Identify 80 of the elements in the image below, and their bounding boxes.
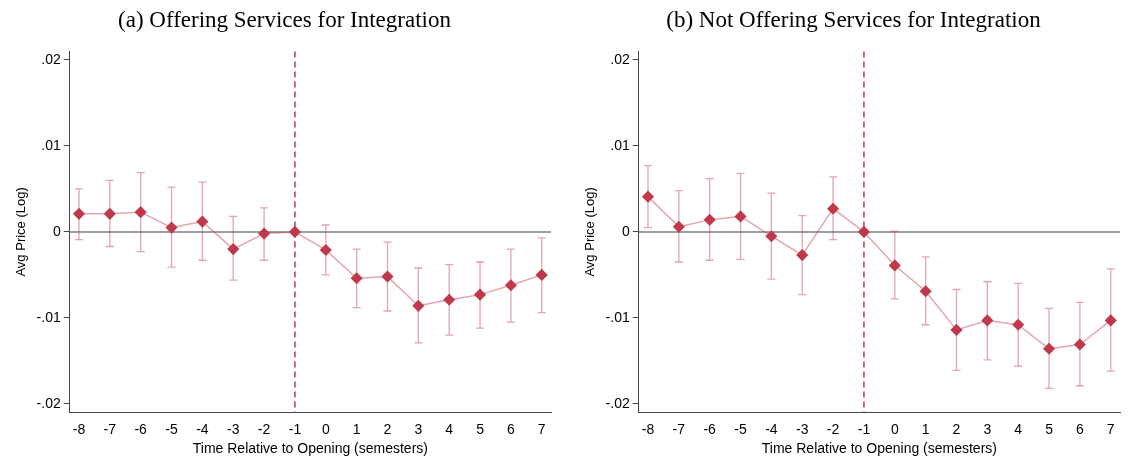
- y-tick-label: .01: [41, 136, 61, 153]
- point: [950, 324, 963, 336]
- x-tick-label: 5: [476, 420, 485, 437]
- x-tick-label: -6: [134, 420, 148, 437]
- point: [827, 202, 839, 215]
- x-tick-label: 5: [1045, 420, 1054, 437]
- y-tick-label: -.01: [605, 308, 630, 325]
- x-tick-label: 0: [890, 420, 899, 437]
- point: [889, 259, 901, 272]
- point: [642, 190, 654, 203]
- x-tick-label: 1: [352, 420, 361, 437]
- y-tick-label: .02: [610, 50, 630, 67]
- y-tick-label: .01: [610, 136, 630, 153]
- x-tick-label: -5: [734, 420, 747, 437]
- point: [673, 220, 685, 233]
- point: [536, 269, 548, 281]
- point: [1074, 338, 1086, 351]
- x-axis-title: Time Relative to Opening (semesters): [761, 440, 997, 457]
- x-tick-label: 4: [445, 420, 454, 437]
- point: [196, 215, 209, 228]
- x-tick-label: -4: [765, 420, 778, 437]
- point: [104, 208, 116, 220]
- x-tick-label: -1: [288, 420, 302, 437]
- y-axis-title: Avg Price (Log): [582, 187, 598, 277]
- y-tick-label: -.01: [36, 308, 61, 325]
- point: [796, 249, 808, 261]
- x-tick-label: 0: [321, 420, 330, 437]
- y-tick-label: .02: [41, 50, 61, 67]
- x-tick-label: 6: [507, 420, 515, 437]
- point: [734, 210, 747, 223]
- point: [320, 244, 332, 256]
- point: [919, 285, 932, 297]
- point: [227, 243, 239, 255]
- x-tick-label: 3: [414, 420, 423, 437]
- x-tick-label: 2: [383, 420, 392, 437]
- x-tick-label: 7: [537, 420, 546, 437]
- x-axis-title: Time Relative to Opening (semesters): [192, 440, 428, 457]
- point: [289, 226, 301, 238]
- chart-title: (a) Offering Services for Integration: [117, 6, 452, 34]
- point: [981, 314, 994, 327]
- point: [381, 270, 394, 283]
- point: [858, 226, 870, 238]
- y-tick-label: 0: [621, 222, 630, 239]
- point: [165, 221, 178, 234]
- y-axis-title: Avg Price (Log): [13, 187, 29, 277]
- x-tick-label: -7: [103, 420, 117, 437]
- point: [134, 206, 147, 218]
- y-tick-label: 0: [52, 222, 61, 239]
- x-tick-label: -5: [165, 420, 178, 437]
- point: [350, 272, 363, 285]
- point: [1104, 314, 1117, 327]
- x-tick-label: -3: [796, 420, 809, 437]
- point: [443, 294, 455, 306]
- x-tick-label: -8: [641, 420, 655, 437]
- x-tick-label: 7: [1106, 420, 1115, 437]
- x-tick-label: -6: [703, 420, 717, 437]
- x-tick-label: -8: [72, 420, 86, 437]
- y-tick-label: -.02: [36, 394, 61, 411]
- point: [1012, 318, 1024, 331]
- point: [474, 288, 486, 301]
- x-tick-label: -3: [227, 420, 240, 437]
- point: [1043, 343, 1055, 355]
- x-tick-label: -4: [196, 420, 209, 437]
- x-tick-label: -1: [857, 420, 871, 437]
- x-tick-label: -2: [257, 420, 271, 437]
- point: [703, 214, 716, 226]
- x-tick-label: 4: [1014, 420, 1023, 437]
- chart-title: (b) Not Offering Services for Integration: [665, 6, 1042, 34]
- point: [765, 230, 778, 242]
- point: [412, 300, 425, 312]
- x-tick-label: -2: [826, 420, 840, 437]
- point: [73, 208, 85, 220]
- x-tick-label: 2: [952, 420, 961, 437]
- point: [258, 227, 270, 240]
- x-tick-label: -7: [672, 420, 686, 437]
- point: [505, 279, 517, 291]
- x-tick-label: 6: [1076, 420, 1084, 437]
- y-tick-label: -.02: [605, 394, 630, 411]
- x-tick-label: 3: [983, 420, 992, 437]
- x-tick-label: 1: [921, 420, 930, 437]
